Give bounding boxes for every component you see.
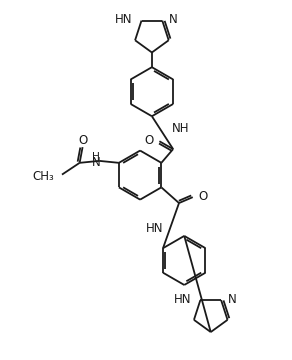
- Text: O: O: [144, 134, 154, 147]
- Text: O: O: [199, 190, 208, 203]
- Text: O: O: [78, 134, 87, 147]
- Text: H: H: [92, 152, 100, 162]
- Text: NH: NH: [172, 122, 190, 135]
- Text: HN: HN: [115, 13, 133, 26]
- Text: N: N: [228, 293, 237, 306]
- Text: N: N: [169, 13, 178, 26]
- Text: HN: HN: [146, 222, 163, 235]
- Text: N: N: [92, 156, 101, 169]
- Text: HN: HN: [174, 293, 192, 306]
- Text: CH₃: CH₃: [32, 170, 54, 183]
